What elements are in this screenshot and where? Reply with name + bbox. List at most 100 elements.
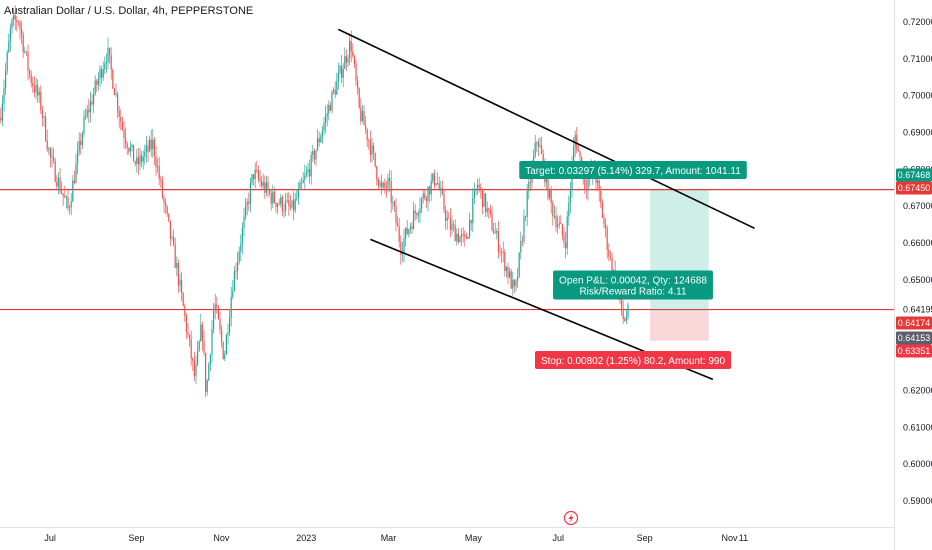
candle-body — [392, 201, 394, 203]
candle-body — [371, 145, 373, 155]
candle-body — [469, 220, 471, 237]
candle-body — [339, 65, 341, 73]
candle-body — [30, 74, 32, 83]
candle-body — [224, 354, 226, 359]
candle-body — [1, 103, 3, 121]
candle-body — [134, 161, 136, 165]
candle-body — [537, 142, 539, 147]
candle-body — [13, 15, 15, 20]
candle-body — [453, 224, 455, 226]
loss-zone[interactable] — [650, 311, 709, 341]
candle-body — [187, 331, 189, 335]
candle-body — [326, 113, 328, 116]
candle-body — [272, 191, 274, 204]
candle-body — [357, 80, 359, 89]
svg-text:Open P&L: 0.00042, Qty: 124688: Open P&L: 0.00042, Qty: 124688 — [559, 276, 707, 287]
candle-body — [227, 332, 229, 335]
candle-body — [393, 201, 395, 207]
candle-body — [389, 178, 391, 182]
candle-body — [598, 180, 600, 191]
candle-body — [606, 227, 608, 250]
candle-body — [277, 203, 279, 207]
candle-body — [395, 206, 397, 223]
candle-body — [69, 207, 71, 209]
candle-body — [51, 156, 53, 158]
candle-body — [230, 296, 232, 318]
candle-body — [448, 217, 450, 219]
candle-body — [547, 172, 549, 199]
candle-body — [152, 139, 154, 150]
candle-body — [515, 280, 517, 287]
candle-body — [409, 226, 411, 230]
candle-body — [126, 143, 128, 149]
candle-body — [11, 19, 13, 29]
candle-body — [438, 183, 440, 190]
candle-body — [102, 69, 104, 78]
candle-body — [305, 172, 307, 176]
candle-body — [627, 304, 629, 318]
candle-body — [265, 182, 267, 193]
candle-body — [573, 146, 575, 165]
candle-body — [21, 29, 23, 35]
candle-body — [568, 203, 570, 217]
candle-body — [221, 329, 223, 342]
candle-body — [563, 235, 565, 243]
candle-body — [549, 189, 551, 199]
candle-body — [203, 340, 205, 353]
candle-body — [416, 213, 418, 216]
candle-body — [558, 223, 560, 226]
open-pnl-label[interactable]: Open P&L: 0.00042, Qty: 124688Risk/Rewar… — [553, 270, 713, 300]
candle-body — [125, 137, 127, 144]
trend-line-upper[interactable] — [337, 28, 755, 230]
candle-body — [518, 252, 520, 277]
candle-body — [238, 251, 240, 262]
candle-body — [419, 208, 421, 214]
candle-body — [278, 203, 280, 205]
stop-label[interactable]: Stop: 0.00802 (1.25%) 80.2, Amount: 990 — [534, 351, 732, 369]
candle-body — [307, 169, 309, 173]
candle-body — [129, 147, 131, 152]
candle-body — [435, 183, 437, 186]
candle-body — [624, 319, 626, 321]
candle-body — [235, 270, 237, 272]
candle-body — [321, 130, 323, 137]
candle-body — [475, 189, 477, 191]
candle-body — [261, 181, 263, 187]
x-tick-label: May — [465, 533, 483, 543]
y-tick-label: 0.59000 — [903, 496, 932, 506]
candle-body — [621, 296, 623, 311]
candle-body — [3, 87, 5, 104]
candle-body — [477, 184, 479, 190]
candle-body — [48, 148, 50, 150]
candle-body — [85, 116, 87, 118]
candle-body — [523, 216, 525, 242]
candle-body — [222, 341, 224, 359]
candle-body — [358, 88, 360, 108]
candle-body — [179, 279, 181, 286]
candle-body — [465, 236, 467, 239]
target-label[interactable]: Target: 0.03297 (5.14%) 329.7, Amount: 1… — [519, 161, 747, 179]
lightning-bolt-circle-icon[interactable] — [563, 510, 579, 526]
candle-body — [72, 180, 74, 202]
candle-body — [19, 22, 21, 30]
candle-body — [285, 201, 287, 211]
candle-body — [361, 110, 363, 122]
plot-area[interactable] — [0, 5, 894, 398]
candle-body — [363, 110, 365, 126]
candle-body — [9, 28, 11, 42]
candle-body — [579, 151, 581, 158]
candle-body — [107, 47, 109, 62]
candle-body — [83, 116, 85, 134]
candle-body — [59, 177, 61, 192]
candle-body — [166, 206, 168, 214]
candle-body — [550, 189, 552, 203]
candle-body — [529, 181, 531, 183]
candle-body — [574, 135, 576, 147]
candle-body — [248, 201, 250, 204]
candle-body — [53, 156, 55, 161]
candle-body — [325, 115, 327, 123]
